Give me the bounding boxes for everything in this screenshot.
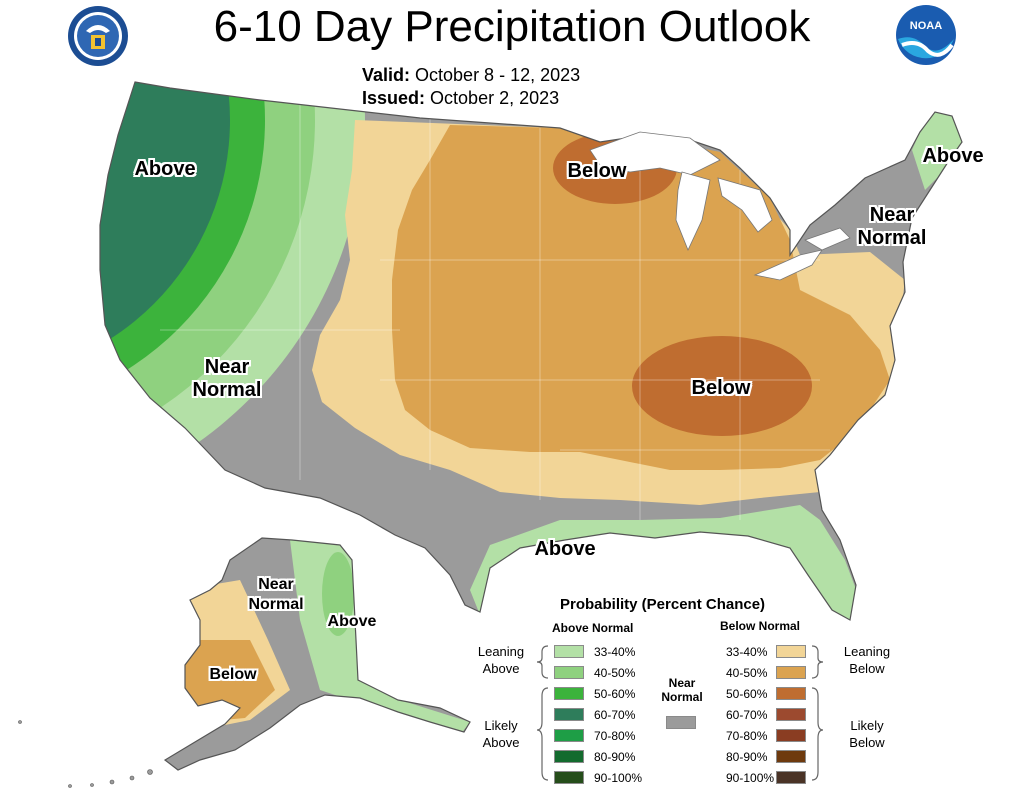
- legend-leaning-above-line2: Above: [482, 661, 520, 676]
- legend-above-level: 90-100%: [594, 771, 643, 785]
- legend-above-level: 60-70%: [594, 708, 636, 722]
- legend-above-level: 80-90%: [594, 750, 636, 764]
- valid-value: October 8 - 12, 2023: [415, 65, 581, 85]
- valid-dates: Valid: October 8 - 12, 2023: [362, 65, 580, 86]
- legend-below-level: 50-60%: [726, 687, 768, 701]
- label-northeast-near-normal-line1: Near: [869, 204, 915, 226]
- legend-below-swatch: [776, 645, 806, 658]
- legend-above-swatch: [554, 771, 584, 784]
- legend-leaning-below: Leaning Below: [832, 643, 902, 677]
- legend-likely-below-line2: Below: [849, 735, 885, 750]
- label-west-near-normal-line2: Normal: [192, 379, 262, 401]
- legend-below-header: Below Normal: [720, 619, 801, 633]
- legend-above-header: Above Normal: [552, 621, 634, 635]
- legend-leaning-below-line2: Below: [849, 661, 885, 676]
- legend-above-level: 70-80%: [594, 729, 636, 743]
- legend-below-swatch: [776, 666, 806, 679]
- legend-above-swatch: [554, 645, 584, 658]
- legend-likely-above-line1: Likely: [484, 718, 518, 733]
- legend-below-level: 40-50%: [726, 666, 768, 680]
- legend-likely-above: Likely Above: [466, 717, 536, 751]
- issued-date: Issued: October 2, 2023: [362, 88, 559, 109]
- label-midwest-below: Below: [567, 160, 627, 182]
- legend-below-level: 80-90%: [726, 750, 768, 764]
- noaa-logo-icon: NOAA: [894, 3, 958, 72]
- legend-below-swatch: [776, 708, 806, 721]
- legend-near-normal-line2: Normal: [661, 690, 703, 704]
- legend-above-swatch: [554, 687, 584, 700]
- label-west-near-normal-line1: Near: [204, 356, 250, 378]
- legend-below-level: 60-70%: [726, 708, 768, 722]
- legend-above-swatch: [554, 708, 584, 721]
- label-alaska-near-normal: Near Normal: [236, 575, 316, 615]
- legend-below-swatch: [776, 729, 806, 742]
- label-new-england-above: Above: [922, 145, 984, 167]
- legend-leaning-below-line1: Leaning: [843, 644, 891, 659]
- legend-below-swatch: [776, 750, 806, 763]
- label-alaska-above: Above: [327, 613, 377, 630]
- legend-near-normal-line1: Near: [668, 676, 696, 690]
- map-title: 6-10 Day Precipitation Outlook: [213, 2, 811, 51]
- label-gulf-above: Above: [534, 538, 596, 560]
- svg-text:NOAA: NOAA: [910, 20, 942, 32]
- legend-likely-above-line2: Above: [482, 735, 520, 750]
- label-alaska-near-normal-line2: Normal: [248, 596, 304, 613]
- label-northeast-near-normal-line2: Normal: [857, 227, 927, 249]
- legend-above-swatch: [554, 729, 584, 742]
- legend-likely-below: Likely Below: [832, 717, 902, 751]
- legend-above-swatch: [554, 666, 584, 679]
- label-alaska-below: Below: [209, 666, 257, 683]
- legend-below-level: 90-100%: [726, 771, 775, 785]
- legend-above-level: 50-60%: [594, 687, 636, 701]
- issued-label: Issued:: [362, 88, 426, 108]
- label-northeast-near-normal: Near Normal: [842, 204, 942, 250]
- legend-below-level: 33-40%: [726, 645, 768, 659]
- label-west-near-normal: Near Normal: [172, 356, 282, 402]
- legend-below-swatch: [776, 771, 806, 784]
- label-ohio-valley-below: Below: [691, 377, 751, 399]
- legend-near-normal-label: Near Normal: [652, 676, 712, 704]
- legend-likely-below-line1: Likely: [850, 718, 884, 733]
- commerce-seal-icon: [66, 5, 130, 72]
- legend-leaning-above-line1: Leaning: [477, 644, 525, 659]
- legend-leaning-above: Leaning Above: [466, 643, 536, 677]
- legend-above-swatch: [554, 750, 584, 763]
- label-northwest-above: Above: [134, 158, 196, 180]
- legend-below-swatch: [776, 687, 806, 700]
- legend-near-normal-swatch: [666, 716, 696, 729]
- valid-label: Valid:: [362, 65, 411, 85]
- legend-below-level: 70-80%: [726, 729, 768, 743]
- issued-value: October 2, 2023: [430, 88, 560, 108]
- legend-above-level: 33-40%: [594, 645, 636, 659]
- legend-above-level: 40-50%: [594, 666, 636, 680]
- label-alaska-near-normal-line1: Near: [258, 576, 294, 593]
- legend-title: Probability (Percent Chance): [560, 596, 766, 613]
